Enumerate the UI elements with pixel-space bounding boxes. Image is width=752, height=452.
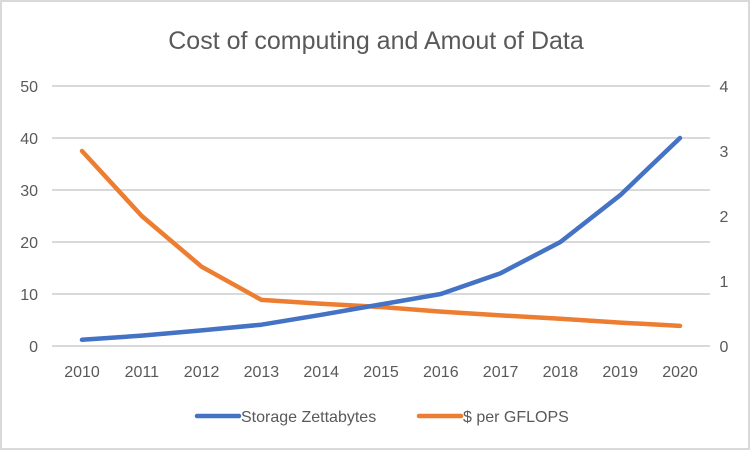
x-tick-label: 2019: [602, 364, 638, 381]
x-axis: 2010 2011 2012 2013 2014 2015 2016 2017 2018 2019…: [64, 364, 698, 381]
x-tick-label: 2012: [184, 364, 220, 381]
y-tick-label: 50: [20, 79, 38, 96]
y-tick-label: 30: [20, 183, 38, 200]
x-tick-label: 2014: [303, 364, 339, 381]
chart-title: Cost of computing and Amout of Data: [168, 27, 584, 55]
y2-tick-label: 0: [720, 339, 729, 356]
x-tick-label: 2015: [363, 364, 399, 381]
series-line-per-gflops: [79, 148, 683, 329]
x-tick-label: 2018: [543, 364, 579, 381]
y2-tick-label: 3: [720, 144, 729, 161]
series-lines: [79, 135, 683, 343]
y-axis-left: 0 10 20 30 40 50: [20, 79, 38, 356]
x-tick-label: 2016: [423, 364, 459, 381]
legend-label-per-gflops: $ per GFLOPS: [463, 409, 569, 426]
y-axis-right: 0 1 2 3 4: [720, 79, 729, 356]
y2-tick-label: 1: [720, 274, 729, 291]
x-tick-label: 2017: [483, 364, 519, 381]
legend-label-storage-zettabytes: Storage Zettabytes: [241, 409, 376, 426]
gridlines: [52, 85, 710, 347]
x-tick-label: 2011: [125, 364, 160, 381]
y2-tick-label: 4: [720, 79, 729, 96]
y2-tick-label: 2: [720, 209, 729, 226]
y-tick-label: 40: [20, 131, 38, 148]
y-tick-label: 0: [29, 339, 38, 356]
y-tick-label: 10: [20, 287, 38, 304]
x-tick-label: 2013: [244, 364, 280, 381]
y-tick-label: 20: [20, 235, 38, 252]
legend: Storage Zettabytes $ per GFLOPS: [194, 409, 569, 426]
x-tick-label: 2020: [662, 364, 698, 381]
x-tick-label: 2010: [64, 364, 100, 381]
